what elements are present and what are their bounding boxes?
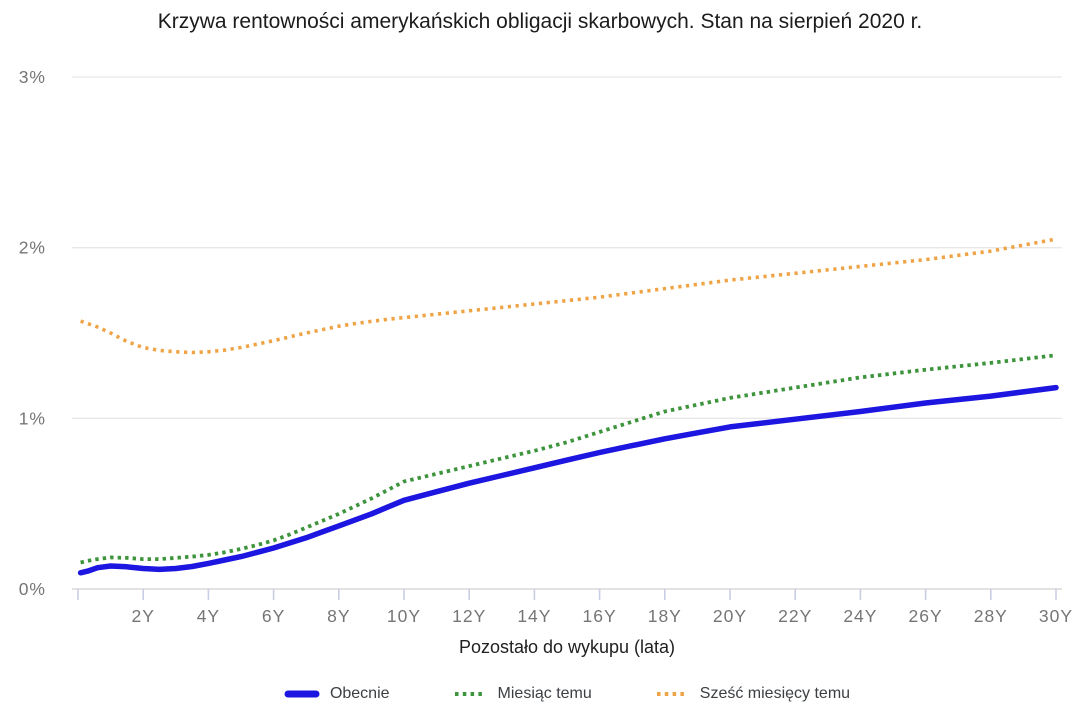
dotted-line-swatch-icon [656,692,688,696]
x-axis-tick-label: 28Y [974,606,1008,626]
legend-label: Obecnie [329,685,390,702]
y-axis-tick-label: 3% [19,67,46,87]
legend: Obecnie Miesiąc temu Sześć miesięcy temu [78,685,1056,703]
x-axis-tick-label: 10Y [387,606,421,626]
x-axis-tick-label: 2Y [131,606,154,626]
chart-title: Krzywa rentowności amerykańskich obligac… [157,10,923,33]
y-axis-tick-label: 0% [19,579,46,599]
x-axis-tick-label: 30Y [1039,606,1073,626]
y-axis-tick-label: 1% [19,408,46,428]
x-axis-tick-label: 4Y [197,606,220,626]
x-axis-title: Pozostało do wykupu (lata) [458,637,676,657]
x-axis-tick-label: 20Y [713,606,747,626]
legend-item-obecnie: Obecnie [284,685,390,703]
x-axis-tick-label: 14Y [517,606,551,626]
legend-item-szesc-miesiecy-temu: Sześć miesięcy temu [654,685,850,703]
x-axis-tick-label: 24Y [843,606,877,626]
x-axis-tick-label: 18Y [648,606,682,626]
x-axis-tick-label: 26Y [909,606,943,626]
solid-line-swatch-icon [284,690,320,698]
x-axis-tick-label: 16Y [583,606,617,626]
x-axis-tick-label: 22Y [778,606,812,626]
x-axis-tick-label: 6Y [262,606,285,626]
legend-item-miesiac-temu: Miesiąc temu [452,685,592,703]
y-axis-tick-label: 2% [19,238,46,258]
x-axis-tick-label: 8Y [327,606,350,626]
dotted-line-swatch-icon [454,692,486,696]
legend-label: Miesiąc temu [497,685,592,702]
series-line-obecnie [77,384,1059,576]
legend-label: Sześć miesięcy temu [699,685,851,702]
series-line-sześć-miesięcy-temu [80,237,1057,355]
x-axis-tick-label: 12Y [452,606,486,626]
